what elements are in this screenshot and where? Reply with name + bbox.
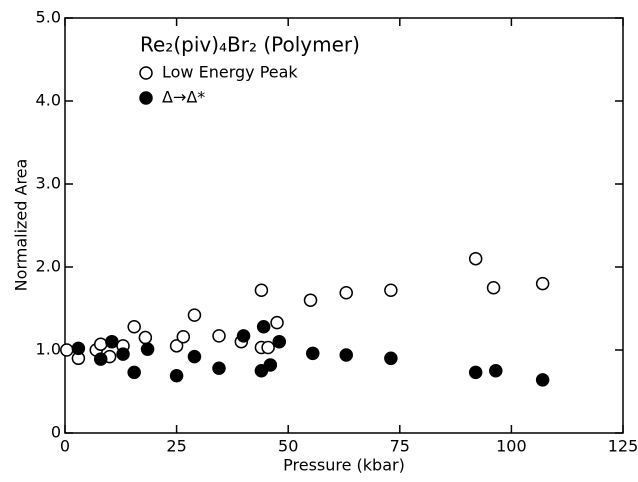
y-tick-label: 2.0 bbox=[36, 257, 61, 276]
x-tick-label: 25 bbox=[166, 437, 186, 456]
point bbox=[140, 342, 155, 356]
point bbox=[127, 365, 141, 380]
point bbox=[138, 330, 153, 345]
plot-frame bbox=[64, 17, 624, 434]
point bbox=[212, 329, 226, 343]
y-tick-label: 5.0 bbox=[36, 8, 61, 27]
point bbox=[254, 283, 269, 297]
point bbox=[176, 329, 191, 344]
x-tick-label: 75 bbox=[390, 437, 410, 456]
legend-label: Δ→Δ* bbox=[162, 88, 205, 107]
point bbox=[127, 320, 141, 334]
y-axis-label: Normalized Area bbox=[12, 159, 31, 292]
y-tick-label: 3.0 bbox=[36, 174, 61, 193]
point bbox=[93, 337, 108, 351]
point bbox=[116, 347, 130, 361]
point bbox=[169, 339, 184, 353]
point bbox=[169, 368, 184, 383]
point bbox=[212, 361, 226, 376]
point bbox=[339, 348, 353, 362]
point bbox=[187, 308, 202, 322]
point bbox=[236, 329, 251, 343]
point bbox=[489, 364, 503, 378]
legend-label: Low Energy Peak bbox=[162, 63, 298, 82]
y-tick-label: 1.0 bbox=[36, 340, 61, 359]
legend-marker bbox=[139, 66, 153, 80]
point bbox=[486, 281, 501, 295]
point bbox=[93, 352, 108, 366]
point bbox=[256, 320, 271, 334]
x-tick-label: 125 bbox=[608, 437, 638, 456]
point bbox=[468, 365, 483, 380]
point bbox=[270, 315, 284, 330]
x-axis-label: Pressure (kbar) bbox=[283, 456, 405, 475]
point bbox=[384, 351, 398, 366]
point bbox=[535, 276, 550, 291]
x-tick-label: 100 bbox=[496, 437, 527, 456]
point bbox=[187, 349, 202, 364]
x-tick-label: 50 bbox=[278, 437, 298, 456]
point bbox=[71, 341, 86, 356]
legend-marker bbox=[139, 91, 153, 105]
point bbox=[384, 283, 398, 297]
point bbox=[468, 251, 483, 266]
point bbox=[60, 343, 74, 357]
point bbox=[306, 346, 320, 361]
point bbox=[272, 334, 287, 349]
point bbox=[303, 293, 318, 307]
point bbox=[535, 373, 550, 387]
point bbox=[261, 340, 275, 355]
point bbox=[339, 285, 353, 300]
point bbox=[105, 334, 119, 349]
chart-title: Re₂(piv)₄Br₂ (Polymer) bbox=[140, 33, 360, 57]
x-tick-label: 0 bbox=[60, 437, 70, 456]
y-tick-label: 0 bbox=[51, 423, 61, 442]
y-tick-label: 4.0 bbox=[36, 91, 61, 110]
point bbox=[263, 358, 278, 372]
